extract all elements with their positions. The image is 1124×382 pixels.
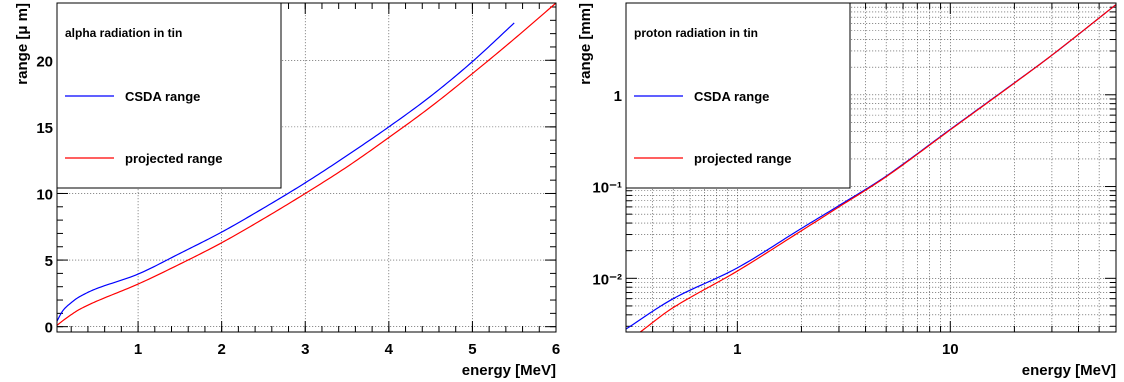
- x-tick-label: 1: [134, 341, 142, 358]
- legend-label: projected range: [694, 151, 792, 166]
- plot-frame: [56, 2, 557, 333]
- y-axis-label: range [mm]: [577, 3, 594, 85]
- x-tick-label: 10: [942, 341, 959, 358]
- alpha-range-chart: alpha radiation in tin CSDA range projecte…: [14, 2, 560, 379]
- proton-range-chart: proton radiation in tin CSDA range project…: [577, 2, 1117, 379]
- legend-title: alpha radiation in tin: [65, 26, 182, 40]
- y-tick-label: 5: [45, 253, 53, 270]
- plot-frame: [625, 2, 1117, 333]
- y-tick-label: 20: [36, 53, 53, 70]
- y-axis-label: range [μ m]: [14, 3, 31, 85]
- x-tick-label: 3: [301, 341, 309, 358]
- y-tick-label: 10: [36, 186, 53, 203]
- series-line-projected: [57, 3, 556, 327]
- legend-title: proton radiation in tin: [634, 26, 758, 40]
- legend-label: projected range: [125, 151, 223, 166]
- x-axis-label: energy [MeV]: [1022, 362, 1116, 379]
- y-tick-label: 10⁻²: [592, 271, 622, 288]
- y-tick-label: 15: [36, 120, 53, 137]
- x-tick-label: 6: [552, 341, 560, 358]
- y-tick-label: 1: [614, 88, 622, 105]
- legend-label: CSDA range: [694, 89, 769, 104]
- y-tick-label: 10⁻¹: [592, 180, 622, 197]
- y-tick-label: 0: [45, 320, 53, 337]
- x-tick-label: 1: [733, 341, 741, 358]
- series-line-projected: [639, 4, 1116, 332]
- x-axis-label: energy [MeV]: [462, 362, 556, 379]
- x-tick-label: 2: [217, 341, 225, 358]
- x-tick-label: 5: [468, 341, 476, 358]
- legend-label: CSDA range: [125, 89, 200, 104]
- x-tick-label: 4: [385, 341, 394, 358]
- series-line-csda: [57, 22, 515, 323]
